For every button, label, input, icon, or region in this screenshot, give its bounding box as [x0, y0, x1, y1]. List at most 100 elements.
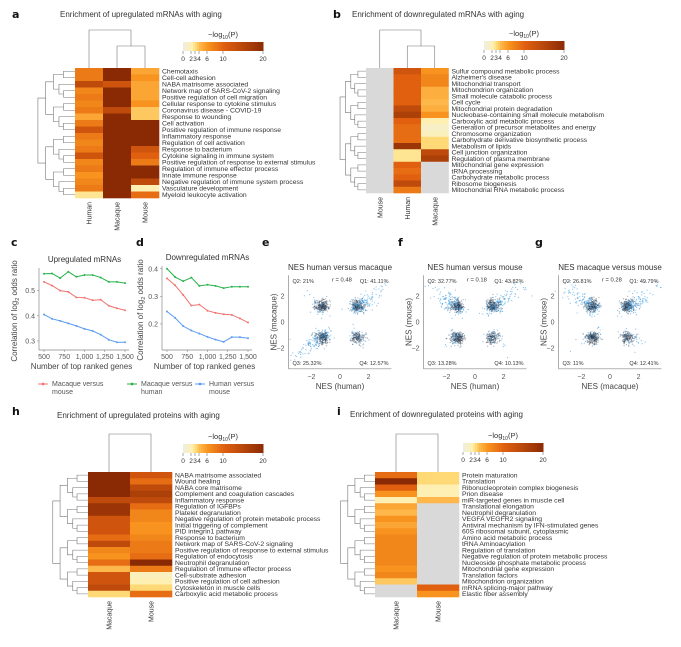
colorbar-segment: [245, 42, 248, 51]
scatter-point-blue: [581, 301, 583, 303]
heatmap-cell: [131, 178, 160, 186]
heatmap-cell: [88, 547, 131, 554]
scatter-point-blue: [328, 328, 331, 330]
heatmap-cell: [417, 528, 460, 535]
scatter-point: [488, 300, 490, 302]
scatter-point-blue: [624, 339, 626, 341]
colorbar-segment: [500, 41, 503, 50]
scatter-point: [458, 310, 460, 312]
scatter-point-blue: [587, 331, 589, 334]
scatter-point-blue: [378, 296, 380, 298]
colorbar-segment: [532, 41, 535, 50]
scatter-point-blue: [456, 342, 458, 344]
scatter-point-blue: [367, 295, 369, 297]
colorbar-tick-label: 3: [494, 55, 498, 62]
scatter-point-blue: [368, 339, 370, 341]
scatter-point: [460, 337, 463, 339]
scatter-point: [323, 308, 325, 310]
scatter-point-blue: [590, 331, 592, 333]
scatter-point: [323, 337, 325, 339]
scatter-point: [318, 340, 321, 343]
scatter-point-blue: [617, 331, 619, 333]
colorbar-segment: [508, 41, 511, 50]
series-point: [182, 325, 185, 328]
scatter-point: [323, 307, 325, 309]
scatter-point-blue: [492, 301, 494, 303]
panel-label-h: h: [12, 405, 20, 418]
scatter-point-blue: [310, 339, 312, 341]
colorbar-segment: [193, 42, 196, 51]
heatmap-cell: [417, 497, 460, 504]
x-tick-label: 2: [637, 374, 641, 381]
scatter-point: [315, 334, 317, 336]
scatter-point: [587, 341, 589, 343]
scatter-point: [323, 306, 325, 308]
heatmap-cell: [421, 161, 449, 169]
scatter-point-blue: [628, 303, 630, 305]
heatmap-cell: [75, 172, 104, 179]
scatter-point: [627, 295, 629, 297]
scatter-point: [355, 306, 357, 308]
scatter-point: [321, 342, 324, 344]
scatter-point: [324, 339, 327, 341]
heatmap-cell: [393, 155, 422, 163]
scatter-point-blue: [504, 301, 506, 303]
scatter-point: [499, 308, 501, 310]
scatter-point: [319, 305, 321, 307]
x-tick-label: 2: [367, 374, 371, 381]
scatter-point: [361, 331, 363, 333]
series-point: [174, 276, 177, 279]
heatmap-cell: [421, 186, 449, 194]
scatter-point-blue: [356, 302, 358, 304]
colorbar-segment: [540, 41, 543, 50]
scatter-point-blue: [322, 311, 324, 314]
scatter-point: [491, 301, 493, 303]
scatter-point: [489, 297, 492, 299]
scatter-point-blue: [643, 292, 645, 294]
scatter-point-blue: [491, 335, 494, 337]
chart-title: NES human versus macaque: [288, 263, 393, 272]
scatter-point-blue: [590, 302, 592, 305]
heatmap-cell: [366, 136, 394, 144]
scatter-point: [326, 333, 329, 336]
scatter-point-blue: [637, 341, 639, 343]
scatter-point: [596, 338, 598, 341]
scatter-point: [324, 308, 326, 310]
scatter-point: [316, 340, 318, 342]
scatter-point-blue: [359, 305, 361, 308]
scatter-point: [356, 339, 358, 341]
panel-label-i: i: [337, 405, 341, 418]
scatter-point-blue: [362, 301, 365, 303]
row-label: Cell cycle: [452, 100, 481, 107]
scatter-point-blue: [349, 303, 351, 305]
scatter-point-blue: [581, 295, 584, 297]
scatter-point-blue: [644, 295, 646, 298]
scatter-point: [324, 302, 326, 304]
scatter-point-blue: [455, 300, 457, 302]
scatter-point: [354, 305, 357, 307]
scatter-point-blue: [630, 341, 632, 343]
scatter-point-blue: [642, 302, 644, 304]
scatter-point: [323, 338, 325, 340]
heatmap-cell: [130, 484, 173, 492]
scatter-point: [323, 305, 325, 307]
scatter-point-blue: [503, 295, 505, 298]
row-label: Nucleobase-containing small molecule met…: [452, 112, 605, 119]
scatter-point-blue: [443, 287, 446, 289]
row-dendrogram-branch: [76, 537, 88, 545]
series-point: [230, 313, 233, 316]
scatter-point-blue: [624, 335, 626, 337]
scatter-point: [323, 303, 326, 305]
scatter-point-blue: [455, 337, 457, 340]
column-dendrogram-branch: [379, 29, 422, 68]
row-label: Ribosome biogenesis: [452, 181, 518, 188]
scatter-point: [598, 296, 600, 299]
scatter-point: [492, 299, 494, 301]
scatter-point: [619, 334, 621, 336]
scatter-point: [461, 333, 463, 335]
scatter-point: [324, 336, 326, 339]
title-h: Enrichment of upregulated proteins with …: [57, 411, 220, 420]
scatter-point-blue: [453, 296, 455, 298]
colorbar-segment: [197, 42, 200, 51]
heatmap-cell: [421, 174, 449, 181]
